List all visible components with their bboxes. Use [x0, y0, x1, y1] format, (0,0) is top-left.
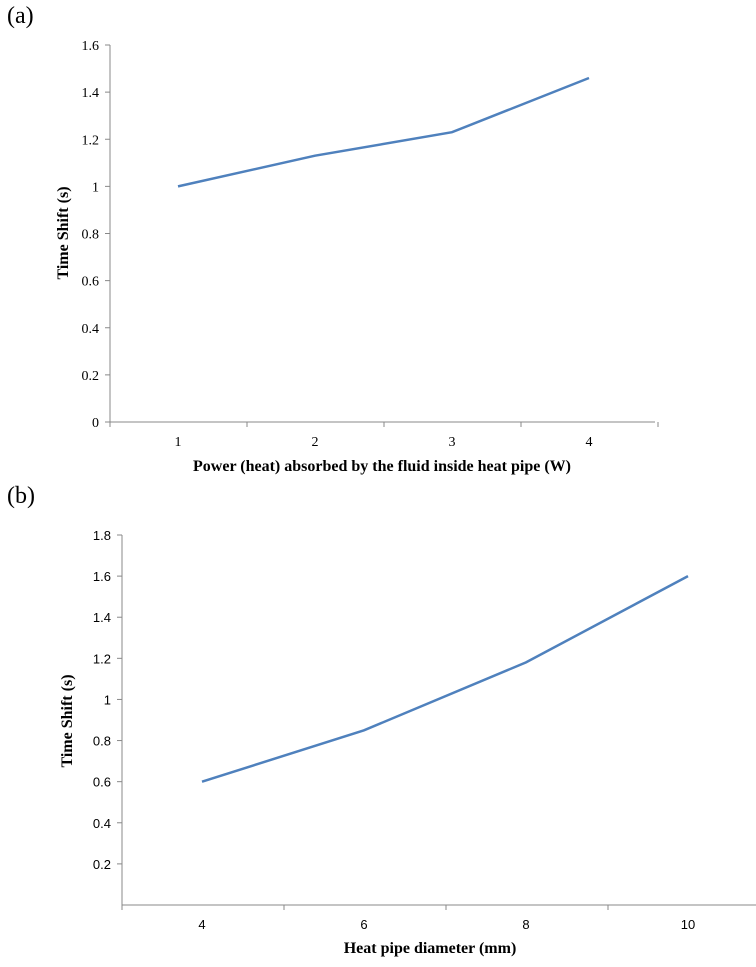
- y-tick-label: 0.6: [82, 275, 100, 290]
- x-tick-label: 4: [198, 917, 205, 932]
- y-tick-label: 0.6: [93, 775, 111, 790]
- x-tick-label: 10: [681, 917, 695, 932]
- x-tick-label: 4: [586, 435, 593, 450]
- y-tick-label: 1.4: [93, 610, 111, 625]
- y-tick-label: 1: [104, 692, 111, 707]
- y-tick-label: 0.8: [93, 734, 111, 749]
- x-tick-label: 1: [175, 435, 182, 450]
- y-tick-label: 1.2: [82, 133, 100, 148]
- x-axis-title: Heat pipe diameter (mm): [344, 940, 517, 957]
- x-tick-label: 6: [360, 917, 367, 932]
- y-axis-title: Time Shift (s): [59, 674, 76, 767]
- x-tick-label: 8: [522, 917, 529, 932]
- y-tick-label: 1: [92, 180, 99, 195]
- y-tick-label: 0: [92, 416, 99, 431]
- y-tick-label: 1.6: [82, 39, 100, 54]
- x-tick-label: 3: [449, 435, 456, 450]
- y-tick-label: 1.4: [82, 86, 100, 101]
- y-tick-label: 0.2: [93, 857, 111, 872]
- panel-a-label: (a): [7, 3, 34, 29]
- y-tick-label: 0.2: [82, 369, 100, 384]
- x-tick-label: 2: [312, 435, 319, 450]
- y-axis-title: Time Shift (s): [55, 186, 72, 279]
- x-axis-title: Power (heat) absorbed by the fluid insid…: [193, 458, 571, 475]
- y-tick-label: 1.2: [93, 651, 111, 666]
- y-tick-label: 0.4: [93, 816, 111, 831]
- y-tick-label: 1.8: [93, 528, 111, 543]
- y-tick-label: 0.4: [82, 322, 100, 337]
- chart-a: 0 0.2 0.4 0.6 0.8 1 1.2 1.4 1.6 1 2 3 4 Time Shift …: [55, 39, 659, 475]
- panel-b-label: (b): [7, 483, 35, 509]
- series-line: [177, 76, 590, 188]
- y-tick-label: 1.6: [93, 569, 111, 584]
- series-line: [201, 574, 689, 783]
- y-tick-label: 0.8: [82, 228, 100, 243]
